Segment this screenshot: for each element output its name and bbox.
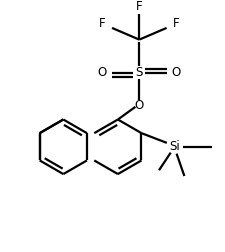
Text: S: S (135, 66, 142, 79)
Text: F: F (135, 0, 142, 13)
Text: O: O (171, 66, 180, 79)
Text: F: F (99, 17, 105, 29)
Text: Si: Si (169, 140, 179, 153)
Text: O: O (97, 66, 106, 79)
Text: F: F (172, 17, 179, 29)
Text: O: O (134, 99, 143, 112)
